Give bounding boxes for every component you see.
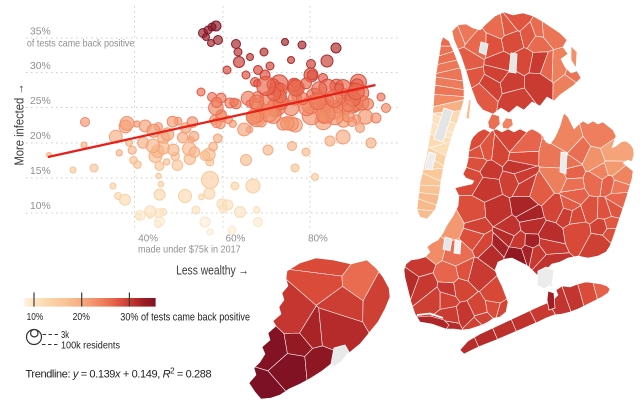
svg-text:Trendline: y = 0.139x + 0.149,: Trendline: y = 0.139x + 0.149, R2 = 0.28… bbox=[26, 367, 212, 381]
svg-text:10%: 10% bbox=[30, 201, 51, 212]
svg-text:25%: 25% bbox=[30, 96, 51, 107]
svg-text:60%: 60% bbox=[226, 233, 246, 244]
svg-text:30%: 30% bbox=[30, 61, 51, 72]
svg-text:40%: 40% bbox=[138, 233, 158, 244]
svg-text:3k: 3k bbox=[61, 330, 70, 341]
svg-text:More infected →: More infected → bbox=[13, 84, 27, 166]
svg-text:30% of tests came back positiv: 30% of tests came back positive bbox=[120, 311, 250, 323]
svg-text:20%: 20% bbox=[30, 131, 51, 142]
svg-text:100k residents: 100k residents bbox=[61, 340, 120, 351]
svg-text:20%: 20% bbox=[73, 312, 90, 323]
svg-text:made under $75k in 2017: made under $75k in 2017 bbox=[138, 244, 241, 255]
svg-text:10%: 10% bbox=[27, 312, 44, 323]
svg-text:35%: 35% bbox=[30, 27, 51, 38]
svg-text:of tests came back positive: of tests came back positive bbox=[27, 38, 135, 49]
svg-text:Less wealthy →: Less wealthy → bbox=[176, 263, 249, 278]
svg-text:15%: 15% bbox=[30, 166, 51, 177]
svg-text:80%: 80% bbox=[308, 233, 328, 244]
